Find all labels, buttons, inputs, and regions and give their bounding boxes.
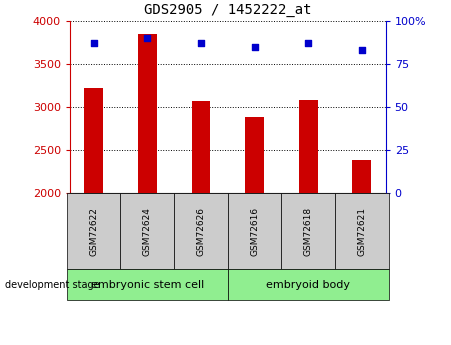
Bar xyxy=(353,160,371,193)
Text: GSM72621: GSM72621 xyxy=(357,207,366,256)
Point xyxy=(251,44,258,49)
Bar xyxy=(174,193,228,269)
Bar xyxy=(67,269,228,300)
Bar xyxy=(228,269,389,300)
Text: GSM72626: GSM72626 xyxy=(197,207,206,256)
Bar xyxy=(281,193,335,269)
Text: embryoid body: embryoid body xyxy=(266,280,350,289)
Bar xyxy=(67,193,120,269)
Bar xyxy=(299,100,318,193)
Point xyxy=(304,40,312,46)
Bar xyxy=(228,193,281,269)
Title: GDS2905 / 1452222_at: GDS2905 / 1452222_at xyxy=(144,3,312,17)
Text: GSM72616: GSM72616 xyxy=(250,207,259,256)
Point xyxy=(198,40,205,46)
Point xyxy=(358,47,365,53)
Text: embryonic stem cell: embryonic stem cell xyxy=(91,280,204,289)
Text: GSM72618: GSM72618 xyxy=(304,207,313,256)
Text: GSM72622: GSM72622 xyxy=(89,207,98,256)
Bar xyxy=(120,193,174,269)
Bar xyxy=(335,193,389,269)
Bar xyxy=(138,33,156,193)
Bar xyxy=(245,117,264,193)
Text: GSM72624: GSM72624 xyxy=(143,207,152,256)
Point xyxy=(90,40,97,46)
Point xyxy=(144,35,151,41)
Text: development stage: development stage xyxy=(5,280,99,289)
Bar xyxy=(192,101,210,193)
Bar xyxy=(84,88,103,193)
